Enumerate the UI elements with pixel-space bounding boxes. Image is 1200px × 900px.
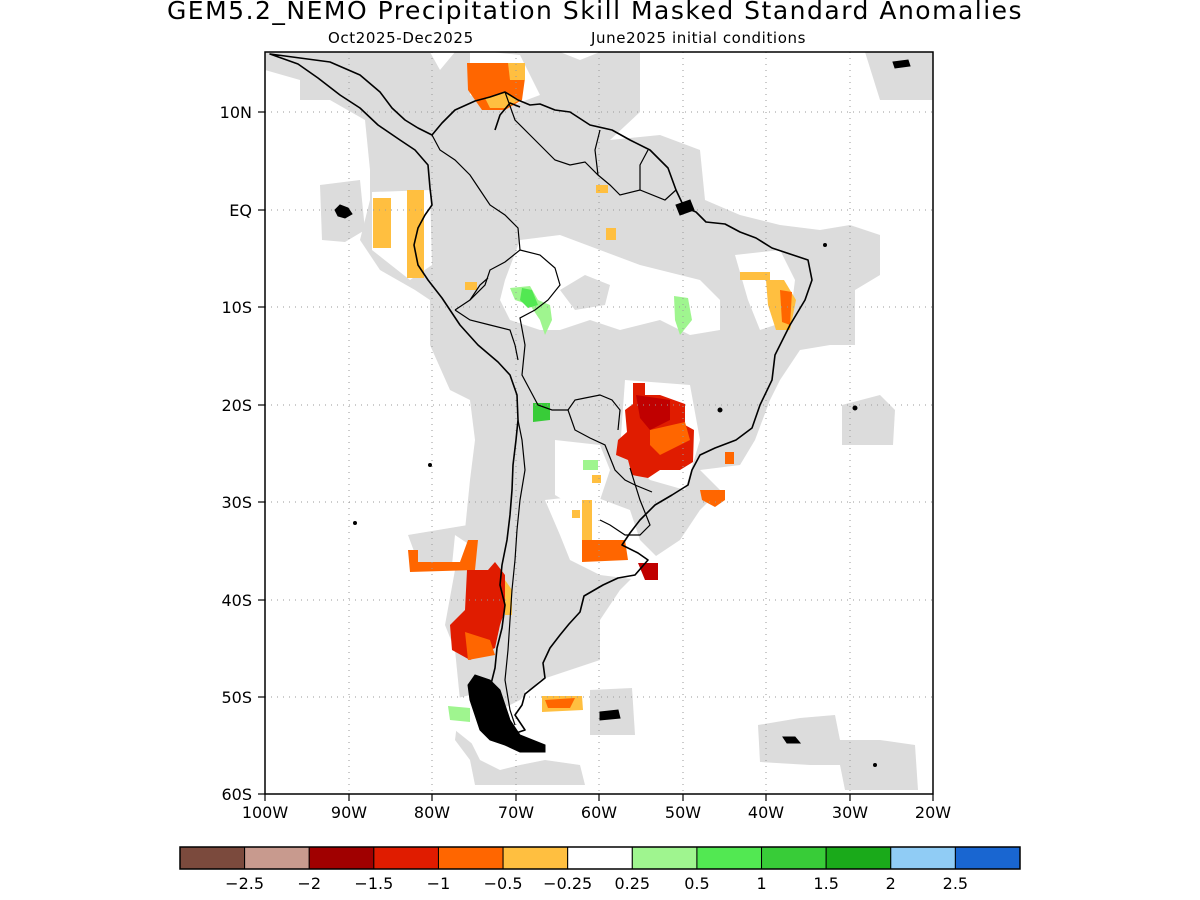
y-axis-labels: 10N EQ 10S 20S 30S 40S 50S 60S xyxy=(220,103,252,804)
x-tick-label: 50W xyxy=(665,803,701,822)
y-tick-label: 20S xyxy=(221,396,252,415)
colorbar-label: −1.5 xyxy=(354,874,393,893)
y-tick-label: 10S xyxy=(221,298,252,317)
map-title: GEM5.2_NEMO Precipitation Skill Masked S… xyxy=(166,0,1024,25)
x-tick-label: 90W xyxy=(331,803,367,822)
colorbar-label: −0.5 xyxy=(484,874,523,893)
y-tick-label: EQ xyxy=(229,201,252,220)
axis-ticks xyxy=(258,111,934,801)
y-tick-label: 60S xyxy=(221,785,252,804)
x-tick-label: 20W xyxy=(915,803,951,822)
colorbar-label: 0.25 xyxy=(614,874,650,893)
colorbar-swatch xyxy=(567,846,633,870)
colorbar-swatch xyxy=(308,846,375,870)
colorbar-swatch xyxy=(373,846,439,870)
x-tick-label: 60W xyxy=(581,803,617,822)
colorbar-label: 1 xyxy=(756,874,766,893)
y-tick-label: 40S xyxy=(221,591,252,610)
masked-gray-area xyxy=(265,52,933,790)
gridlines xyxy=(265,52,933,794)
colorbar-label: 1.5 xyxy=(813,874,838,893)
country-borders xyxy=(431,91,677,726)
colorbar-swatch xyxy=(631,846,698,870)
y-tick-label: 50S xyxy=(221,688,252,707)
x-tick-label: 30W xyxy=(832,803,868,822)
colorbar-swatch xyxy=(825,846,892,870)
colorbar-swatch xyxy=(890,846,956,870)
colorbar-swatch xyxy=(244,846,310,870)
x-tick-label: 100W xyxy=(242,803,289,822)
islands xyxy=(334,59,911,767)
colorbar-swatch xyxy=(502,846,569,870)
colorbar-label: 0.5 xyxy=(684,874,709,893)
colorbar: −2.5 −2 −1.5 −1 −0.5 −0.25 0.25 0.5 1 1.5 2 2.5 xyxy=(179,846,1021,893)
coastline xyxy=(269,53,813,736)
colorbar-swatch xyxy=(761,846,827,870)
colorbar-label: 2.5 xyxy=(943,874,968,893)
positive-anomaly-areas xyxy=(448,286,692,722)
colorbar-label: −1 xyxy=(427,874,451,893)
x-tick-label: 40W xyxy=(748,803,784,822)
x-tick-label: 80W xyxy=(414,803,450,822)
colorbar-swatch xyxy=(179,846,246,870)
colorbar-label: 2 xyxy=(886,874,896,893)
initial-conditions: June2025 initial conditions xyxy=(591,29,806,47)
colorbar-label: −0.25 xyxy=(543,874,592,893)
forecast-period: Oct2025-Dec2025 xyxy=(328,29,474,47)
y-tick-label: 30S xyxy=(221,493,252,512)
negative-anomaly-areas xyxy=(373,63,796,712)
colorbar-swatch xyxy=(696,846,763,870)
colorbar-swatch xyxy=(954,846,1021,870)
colorbar-label: −2.5 xyxy=(225,874,264,893)
x-axis-labels: 100W 90W 80W 70W 60W 50W 40W 30W 20W xyxy=(242,803,951,822)
y-tick-label: 10N xyxy=(220,103,252,122)
x-tick-label: 70W xyxy=(498,803,534,822)
colorbar-label: −2 xyxy=(297,874,321,893)
colorbar-frame xyxy=(179,846,1021,870)
colorbar-swatch xyxy=(437,846,504,870)
